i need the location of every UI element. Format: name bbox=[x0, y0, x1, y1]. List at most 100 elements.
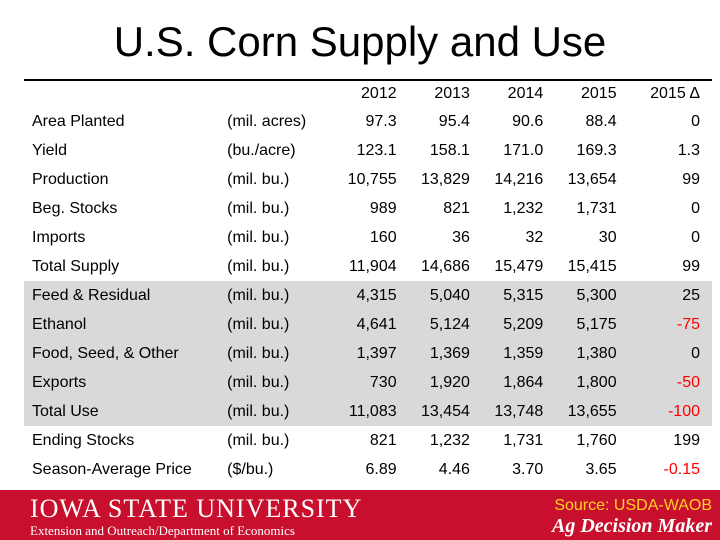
row-unit: (mil. bu.) bbox=[227, 170, 290, 188]
delta-cell: 199 bbox=[673, 431, 700, 449]
table-row: Beg. Stocks (mil. bu.) 989 821 1,232 1,731 0 bbox=[24, 194, 712, 223]
column-header-2014: 2014 bbox=[507, 85, 544, 102]
value-cell: 32 bbox=[525, 228, 544, 246]
table-row: Food, Seed, & Other (mil. bu.) 1,397 1,369 1… bbox=[24, 339, 712, 368]
value-cell: 4,641 bbox=[328, 310, 397, 339]
row-label: Yield bbox=[32, 141, 67, 159]
value-cell: 169.3 bbox=[576, 141, 617, 159]
title-divider bbox=[24, 79, 712, 81]
value-cell: 1,232 bbox=[503, 199, 544, 217]
value-cell: 15,479 bbox=[494, 257, 544, 275]
value-cell: 730 bbox=[328, 368, 397, 397]
value-cell: 3.70 bbox=[512, 460, 544, 478]
value-cell: 14,216 bbox=[494, 170, 544, 188]
delta-cell: 0 bbox=[691, 228, 700, 246]
row-label: Feed & Residual bbox=[24, 281, 228, 310]
page-title: U.S. Corn Supply and Use bbox=[113, 18, 607, 65]
delta-cell: 99 bbox=[682, 170, 700, 188]
value-cell: 13,654 bbox=[567, 170, 617, 188]
column-header-2013: 2013 bbox=[434, 85, 470, 102]
value-cell: 1,359 bbox=[469, 339, 544, 368]
row-label: Area Planted bbox=[32, 112, 125, 130]
delta-cell: -50 bbox=[616, 368, 712, 397]
row-label: Total Supply bbox=[32, 257, 120, 275]
row-label: Ethanol bbox=[24, 310, 228, 339]
row-label: Beg. Stocks bbox=[32, 199, 118, 217]
delta-cell: 0 bbox=[691, 199, 700, 217]
column-header-2015: 2015 bbox=[581, 85, 617, 102]
value-cell: 11,083 bbox=[328, 397, 397, 426]
row-unit: (mil. bu.) bbox=[227, 397, 329, 426]
value-cell: 36 bbox=[452, 228, 470, 246]
row-unit: (mil. bu.) bbox=[227, 199, 290, 217]
table-row: Ethanol (mil. bu.) 4,641 5,124 5,209 5,175 -75 bbox=[24, 310, 712, 339]
delta-cell: -75 bbox=[616, 310, 712, 339]
table-row: Exports (mil. bu.) 730 1,920 1,864 1,800 -50 bbox=[24, 368, 712, 397]
value-cell: 1,397 bbox=[328, 339, 397, 368]
value-cell: 30 bbox=[598, 228, 617, 246]
source-note: Source: USDA-WAOB bbox=[554, 497, 712, 514]
row-unit: (mil. acres) bbox=[227, 112, 307, 130]
value-cell: 158.1 bbox=[429, 141, 470, 159]
value-cell: 5,175 bbox=[543, 310, 617, 339]
value-cell: 10,755 bbox=[347, 170, 397, 188]
ag-decision-maker-logo: Ag Decision Maker bbox=[552, 515, 712, 537]
value-cell: 5,209 bbox=[469, 310, 544, 339]
value-cell: 90.6 bbox=[512, 112, 544, 130]
delta-cell: 1.3 bbox=[677, 141, 700, 159]
delta-cell: 25 bbox=[616, 281, 712, 310]
value-cell: 1,920 bbox=[396, 368, 470, 397]
footer-banner: IOWA STATE UNIVERSITY Extension and Outr… bbox=[0, 490, 720, 540]
row-unit: (mil. bu.) bbox=[227, 368, 329, 397]
table-row: Feed & Residual (mil. bu.) 4,315 5,040 5,315… bbox=[24, 281, 712, 310]
delta-cell: 0 bbox=[616, 339, 712, 368]
value-cell: 171.0 bbox=[503, 141, 544, 159]
row-label: Season-Average Price bbox=[32, 460, 192, 478]
value-cell: 1,731 bbox=[503, 431, 544, 449]
value-cell: 4.46 bbox=[438, 460, 470, 478]
column-header-2015-delta: 2015 Δ bbox=[650, 85, 700, 102]
value-cell: 5,040 bbox=[396, 281, 470, 310]
row-unit: (mil. bu.) bbox=[227, 281, 329, 310]
value-cell: 1,380 bbox=[543, 339, 617, 368]
value-cell: 5,124 bbox=[396, 310, 470, 339]
row-label: Exports bbox=[24, 368, 228, 397]
table-row: Yield (bu./acre) 123.1 158.1 171.0 169.3 1.3 bbox=[24, 136, 712, 165]
value-cell: 13,829 bbox=[421, 170, 470, 188]
table-header-row: 2012 2013 2014 2015 2015 Δ bbox=[24, 81, 712, 107]
department-label: Extension and Outreach/Department of Eco… bbox=[30, 523, 295, 538]
table-body: Area Planted (mil. acres) 97.3 95.4 90.6 88.4… bbox=[24, 107, 712, 484]
row-unit: (bu./acre) bbox=[227, 141, 296, 159]
value-cell: 14,686 bbox=[421, 257, 470, 275]
value-cell: 13,454 bbox=[396, 397, 470, 426]
value-cell: 95.4 bbox=[438, 112, 470, 130]
value-cell: 6.89 bbox=[365, 460, 397, 478]
value-cell: 13,748 bbox=[469, 397, 544, 426]
row-label: Imports bbox=[32, 228, 86, 246]
row-unit: (mil. bu.) bbox=[227, 257, 290, 275]
supply-use-table: 2012 2013 2014 2015 2015 Δ Area Planted (… bbox=[24, 81, 712, 484]
value-cell: 11,904 bbox=[348, 257, 397, 275]
table-row: Total Supply (mil. bu.) 11,904 14,686 15,479… bbox=[24, 252, 712, 281]
delta-cell: -0.15 bbox=[663, 460, 700, 478]
row-label: Total Use bbox=[24, 397, 228, 426]
header-label-blank bbox=[24, 81, 227, 107]
value-cell: 3.65 bbox=[585, 460, 617, 478]
table-row: Production (mil. bu.) 10,755 13,829 14,216 13… bbox=[24, 165, 712, 194]
row-unit: (mil. bu.) bbox=[227, 339, 329, 368]
column-header-2012: 2012 bbox=[361, 85, 397, 102]
value-cell: 123.1 bbox=[356, 141, 397, 159]
header-unit-blank bbox=[227, 81, 329, 107]
delta-cell: -100 bbox=[616, 397, 712, 426]
row-label: Production bbox=[32, 170, 109, 188]
table-row: Area Planted (mil. acres) 97.3 95.4 90.6 88.4… bbox=[24, 107, 712, 136]
value-cell: 1,760 bbox=[576, 431, 617, 449]
value-cell: 4,315 bbox=[328, 281, 397, 310]
row-label: Food, Seed, & Other bbox=[24, 339, 228, 368]
value-cell: 821 bbox=[369, 431, 397, 449]
value-cell: 989 bbox=[369, 199, 397, 217]
row-unit: (mil. bu.) bbox=[227, 228, 290, 246]
value-cell: 1,731 bbox=[576, 199, 617, 217]
value-cell: 1,369 bbox=[396, 339, 470, 368]
table-row: Imports (mil. bu.) 160 36 32 30 0 bbox=[24, 223, 712, 252]
